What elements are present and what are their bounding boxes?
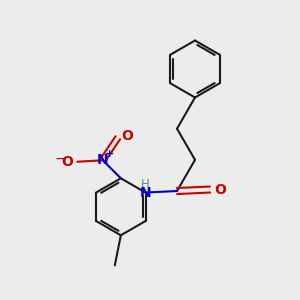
Text: N: N (140, 185, 151, 200)
Text: O: O (61, 155, 73, 169)
Text: N: N (97, 153, 109, 167)
Text: H: H (141, 178, 150, 190)
Text: −: − (55, 152, 67, 166)
Text: O: O (214, 182, 226, 197)
Text: +: + (105, 148, 114, 159)
Text: O: O (122, 129, 133, 143)
